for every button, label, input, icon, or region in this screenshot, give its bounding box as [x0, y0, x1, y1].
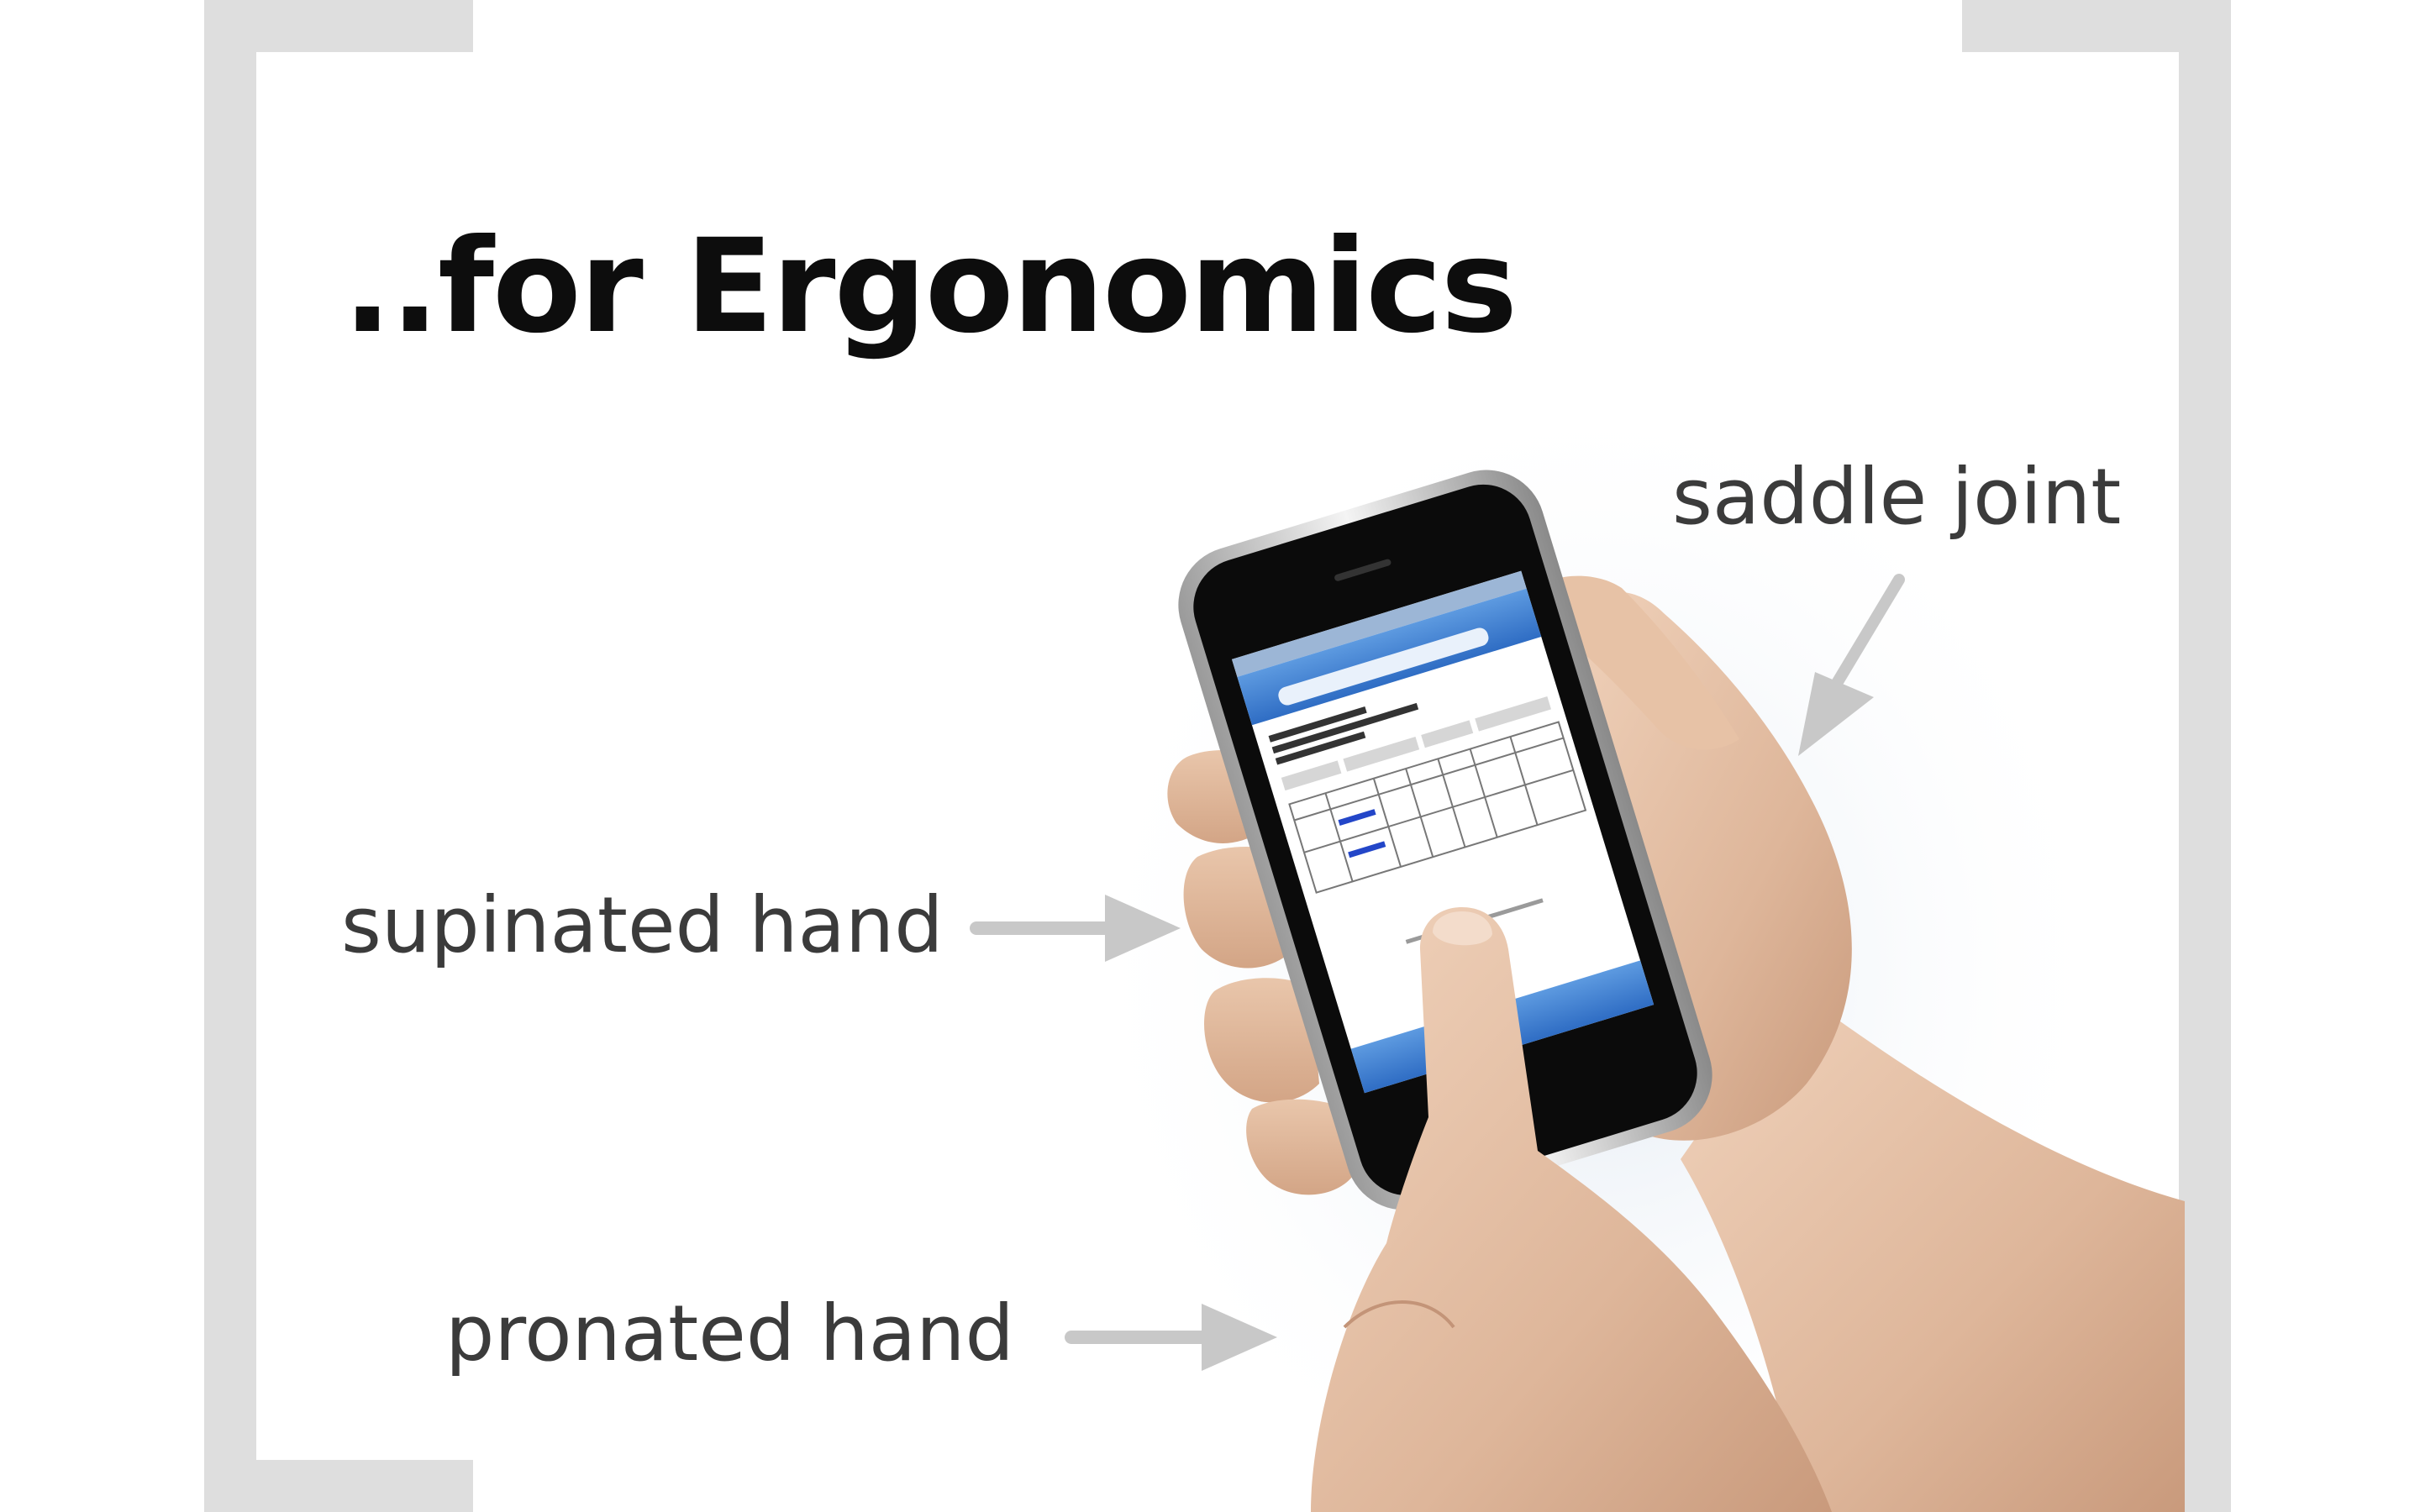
phone-content-line	[1275, 731, 1366, 765]
label-saddle-joint: saddle joint	[1672, 452, 2122, 542]
phone-table-line	[1372, 778, 1402, 868]
arrow-supinated-hand	[970, 895, 1181, 962]
phone-speaker	[1334, 559, 1392, 581]
frame-bottom-left-bar	[204, 1460, 473, 1512]
phone-button	[1281, 760, 1342, 791]
phone-content-line	[1268, 706, 1367, 743]
right-thumb	[1529, 575, 1739, 750]
phone-table-line	[1324, 792, 1354, 882]
phone-table-line	[1437, 759, 1466, 848]
phone-table-line	[1509, 736, 1539, 826]
phone-url-field	[1278, 627, 1489, 706]
supinated-hand-finger-4	[1246, 1099, 1353, 1195]
label-supinated-hand: supinated hand	[341, 880, 944, 970]
slide-title: ..for Ergonomics	[343, 212, 1518, 362]
phone-table-line	[1303, 769, 1574, 853]
pronated-hand	[1311, 907, 1832, 1512]
phone-button	[1421, 720, 1474, 748]
right-wrist	[1681, 991, 2185, 1512]
arrow-pronated-hand	[1065, 1304, 1277, 1371]
phone-table-line	[1405, 768, 1434, 858]
pronated-hand-knuckle	[1343, 1300, 1455, 1329]
smartphone	[1178, 470, 1712, 1210]
frame-top-right-bar	[1962, 0, 2231, 52]
label-pronated-hand: pronated hand	[445, 1289, 1014, 1378]
arrow-saddle-joint	[1798, 574, 1905, 756]
phone-button	[1343, 737, 1420, 772]
frame-top-left-bar	[204, 0, 473, 52]
supinated-hand-finger-3	[1204, 978, 1319, 1103]
phone-status-bar	[1232, 570, 1527, 677]
phone-table-line	[1469, 748, 1498, 838]
phone-table-date	[1348, 841, 1386, 858]
frame-right-bar	[2179, 0, 2231, 1512]
pronated-hand-fingernail	[1433, 911, 1492, 946]
phone-table-line	[1293, 737, 1564, 822]
phone-button	[1475, 696, 1552, 732]
phone-table-date	[1338, 809, 1376, 826]
phone-content-line	[1271, 702, 1419, 754]
frame-left-bar	[204, 0, 256, 1512]
